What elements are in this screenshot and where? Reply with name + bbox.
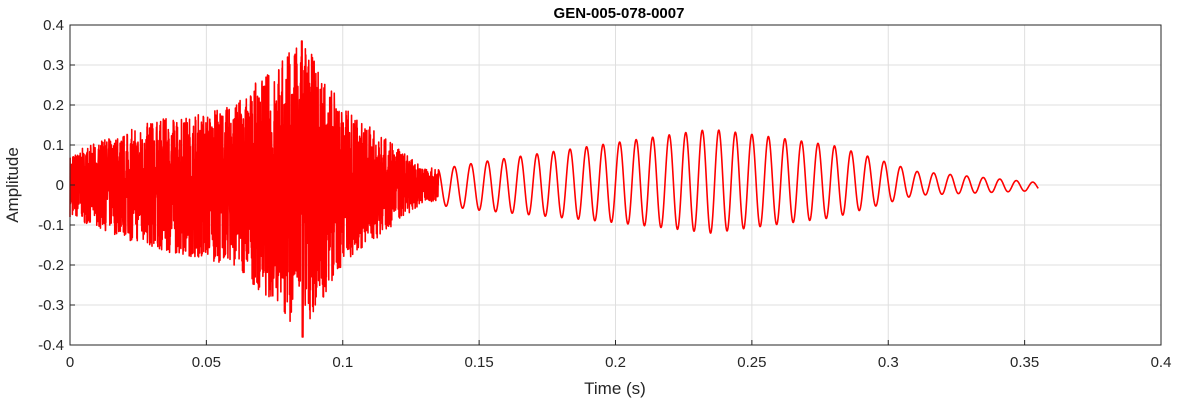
y-axis-label: Amplitude xyxy=(3,147,22,223)
y-tick-label: -0.4 xyxy=(38,337,64,354)
x-tick-label: 0.2 xyxy=(605,354,626,371)
x-tick-label: 0.05 xyxy=(192,354,221,371)
y-tick-label: -0.1 xyxy=(38,217,64,234)
signal-series xyxy=(69,40,1039,338)
x-tick-label: 0.4 xyxy=(1151,354,1172,371)
x-axis-label: Time (s) xyxy=(584,379,646,398)
y-tick-label: -0.3 xyxy=(38,297,64,314)
y-tick-label: -0.2 xyxy=(38,257,64,274)
y-tick-label: 0.1 xyxy=(43,137,64,154)
y-axis-ticks: 0.4 0.3 0.2 0.1 0 -0.1 -0.2 -0.3 -0.4 xyxy=(38,17,75,354)
y-tick-label: 0.2 xyxy=(43,97,64,114)
y-tick-label: 0 xyxy=(56,177,64,194)
x-axis-ticks: 0 0.05 0.1 0.15 0.2 0.25 0.3 0.35 0.4 xyxy=(66,340,1172,371)
x-tick-label: 0 xyxy=(66,354,74,371)
chart-title: GEN-005-078-0007 xyxy=(554,5,685,22)
signal-line xyxy=(69,40,1039,338)
x-tick-label: 0.35 xyxy=(1010,354,1039,371)
x-tick-label: 0.3 xyxy=(878,354,899,371)
x-tick-label: 0.25 xyxy=(737,354,766,371)
x-tick-label: 0.15 xyxy=(465,354,494,371)
y-tick-label: 0.3 xyxy=(43,57,64,74)
x-tick-label: 0.1 xyxy=(332,354,353,371)
y-tick-label: 0.4 xyxy=(43,17,64,34)
